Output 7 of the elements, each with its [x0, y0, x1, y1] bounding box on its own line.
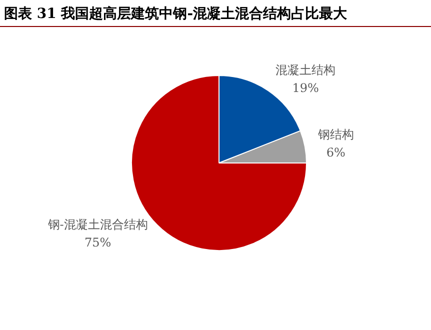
slice-label: 钢-混凝土混合结构: [46, 217, 148, 232]
data-label: 75%: [84, 235, 112, 250]
data-label: 6%: [326, 145, 346, 160]
slice-label: 混凝土结构: [276, 62, 336, 77]
data-label: 19%: [292, 80, 319, 95]
slice-label: 钢结构: [316, 127, 354, 142]
chart-title: 图表 31 我国超高层建筑中钢-混凝土混合结构占比最大: [0, 0, 431, 27]
